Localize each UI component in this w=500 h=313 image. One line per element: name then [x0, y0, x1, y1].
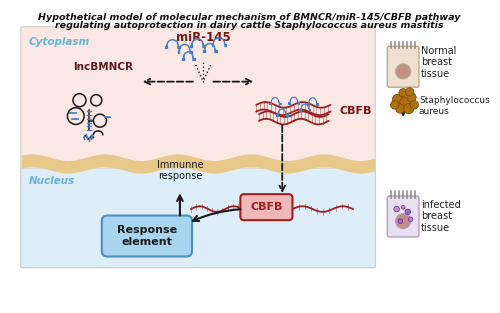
Text: Hypothetical model of molecular mechanism of BMNCR/miR-145/CBFB pathway: Hypothetical model of molecular mechanis…	[38, 13, 461, 22]
Circle shape	[410, 101, 418, 109]
FancyBboxPatch shape	[388, 196, 419, 237]
Text: Response
element: Response element	[118, 225, 178, 247]
Text: miR-145: miR-145	[176, 31, 231, 44]
FancyBboxPatch shape	[102, 216, 192, 256]
Text: Nucleus: Nucleus	[28, 177, 74, 187]
Circle shape	[407, 93, 416, 102]
Circle shape	[400, 97, 410, 107]
Circle shape	[396, 104, 405, 113]
Circle shape	[392, 94, 402, 105]
Text: CBFB: CBFB	[250, 202, 282, 212]
Text: Normal
breast
tissue: Normal breast tissue	[421, 45, 456, 79]
Circle shape	[396, 64, 410, 79]
Circle shape	[404, 104, 414, 114]
Text: Cytoplasm: Cytoplasm	[28, 37, 90, 47]
FancyBboxPatch shape	[21, 168, 375, 268]
Text: lncBMNCR: lncBMNCR	[72, 62, 132, 72]
Circle shape	[398, 219, 402, 223]
Text: regulating autoprotection in dairy cattle Staphylococcus aureus mastitis: regulating autoprotection in dairy cattl…	[56, 21, 444, 30]
Circle shape	[390, 101, 399, 109]
Circle shape	[408, 217, 413, 222]
Circle shape	[399, 89, 407, 97]
FancyBboxPatch shape	[21, 27, 375, 268]
Circle shape	[396, 213, 410, 229]
Circle shape	[406, 88, 414, 96]
Text: Immunne
response: Immunne response	[156, 160, 203, 181]
FancyBboxPatch shape	[240, 194, 292, 220]
FancyBboxPatch shape	[388, 46, 419, 87]
Circle shape	[405, 209, 410, 215]
Circle shape	[402, 205, 405, 209]
Text: Staphylococcus
aureus: Staphylococcus aureus	[419, 96, 490, 115]
Circle shape	[394, 206, 400, 212]
Text: infected
breast
tissue: infected breast tissue	[421, 200, 461, 233]
Text: CBFB: CBFB	[340, 106, 372, 116]
